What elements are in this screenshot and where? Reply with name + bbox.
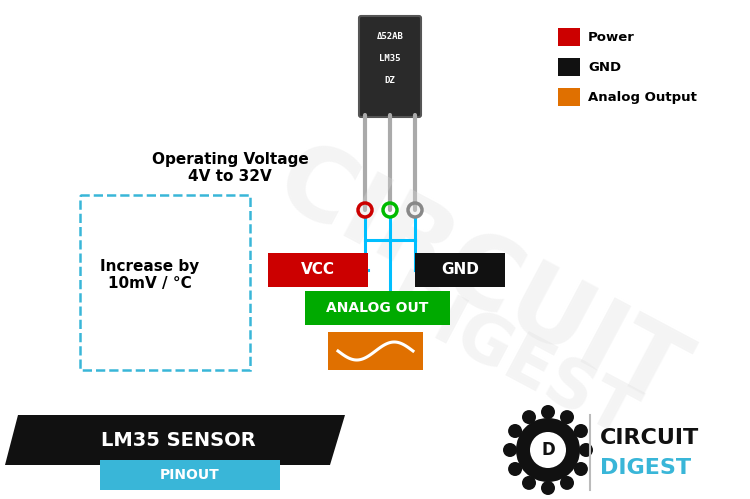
Text: Δ52AB: Δ52AB [376, 31, 404, 40]
Text: VCC: VCC [301, 262, 335, 277]
Circle shape [522, 410, 536, 424]
Circle shape [522, 476, 536, 490]
FancyBboxPatch shape [359, 16, 421, 117]
FancyBboxPatch shape [305, 291, 450, 325]
Text: ANALOG OUT: ANALOG OUT [326, 301, 429, 315]
Circle shape [516, 418, 580, 482]
Circle shape [579, 443, 593, 457]
Text: GND: GND [588, 60, 621, 73]
Text: Operating Voltage
4V to 32V: Operating Voltage 4V to 32V [152, 152, 308, 184]
FancyBboxPatch shape [328, 332, 423, 370]
Circle shape [574, 424, 588, 438]
Text: D: D [542, 441, 555, 459]
FancyBboxPatch shape [558, 28, 580, 46]
Text: GND: GND [441, 262, 479, 277]
Circle shape [541, 405, 555, 419]
Text: LM35 SENSOR: LM35 SENSOR [100, 431, 255, 450]
Text: CIRCUIT: CIRCUIT [600, 428, 699, 448]
Polygon shape [5, 415, 345, 465]
Circle shape [574, 462, 588, 476]
Text: Power: Power [588, 30, 634, 43]
FancyBboxPatch shape [558, 88, 580, 106]
Text: DIGEST: DIGEST [600, 458, 692, 478]
Text: CIRCUIT: CIRCUIT [260, 132, 700, 428]
Circle shape [530, 432, 566, 468]
Circle shape [508, 462, 522, 476]
Text: Increase by
10mV / °C: Increase by 10mV / °C [100, 259, 200, 291]
FancyBboxPatch shape [415, 253, 505, 287]
FancyBboxPatch shape [268, 253, 368, 287]
Circle shape [560, 410, 574, 424]
Text: Analog Output: Analog Output [588, 90, 697, 103]
Text: LM35: LM35 [380, 53, 400, 62]
Circle shape [508, 424, 522, 438]
Text: DZ: DZ [385, 75, 395, 84]
Text: DIGEST: DIGEST [374, 266, 646, 454]
Polygon shape [100, 460, 280, 490]
Circle shape [503, 443, 517, 457]
Circle shape [560, 476, 574, 490]
FancyBboxPatch shape [558, 58, 580, 76]
Circle shape [541, 481, 555, 495]
Text: PINOUT: PINOUT [160, 468, 220, 482]
